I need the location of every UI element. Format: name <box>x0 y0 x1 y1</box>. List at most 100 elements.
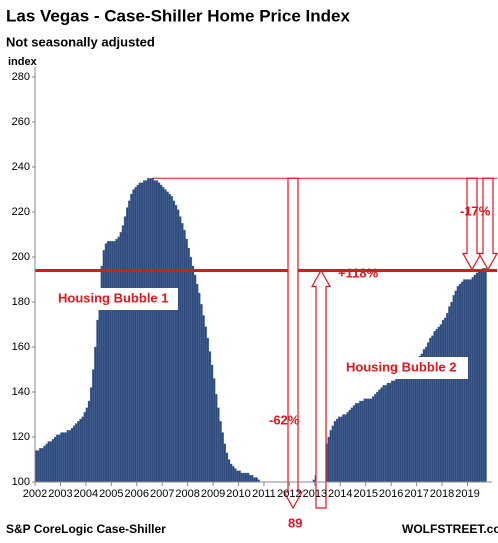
annotation: Housing Bubble 2 <box>346 359 457 374</box>
bar <box>371 396 375 482</box>
bar <box>168 193 171 482</box>
bar <box>73 425 76 482</box>
bar <box>47 441 50 482</box>
bar <box>64 432 67 482</box>
annotation: Housing Bubble 1 <box>58 290 169 305</box>
y-tick-label: 240 <box>12 161 30 173</box>
x-tick-label: 2003 <box>48 488 72 500</box>
arrow <box>310 269 332 509</box>
bar <box>344 414 347 482</box>
x-tick-label: 2012 <box>277 488 301 500</box>
label-box <box>52 288 178 310</box>
bar <box>179 216 182 482</box>
bar <box>437 326 441 482</box>
bar <box>456 286 460 482</box>
bar <box>386 382 390 482</box>
x-tick-label: 2015 <box>353 488 377 500</box>
bar <box>232 466 235 482</box>
bar <box>484 268 487 482</box>
bar <box>227 459 231 482</box>
bar <box>142 180 146 482</box>
bar <box>136 184 140 482</box>
bar <box>359 400 362 482</box>
arrow <box>461 177 483 271</box>
bar <box>340 416 343 482</box>
bar <box>450 301 453 482</box>
bar <box>234 468 237 482</box>
arrow <box>477 177 498 271</box>
bar <box>170 196 173 482</box>
bar <box>448 306 451 482</box>
bar <box>56 434 59 482</box>
bar <box>327 436 330 482</box>
x-tick-label: 2013 <box>303 488 327 500</box>
x-tick-label: 2018 <box>430 488 454 500</box>
bar <box>132 189 135 482</box>
bar <box>348 409 352 482</box>
x-tick-label: 2007 <box>150 488 174 500</box>
bar <box>134 187 137 482</box>
bar <box>329 430 332 482</box>
bar <box>176 209 180 482</box>
bar <box>219 421 222 482</box>
bar <box>92 369 95 482</box>
bar <box>380 387 383 482</box>
bar <box>109 241 112 482</box>
bar <box>117 236 120 482</box>
credit: WOLFSTREET.com <box>402 522 498 536</box>
bar <box>446 313 449 482</box>
bar <box>53 436 57 482</box>
y-tick-label: 200 <box>12 251 30 263</box>
bar <box>79 418 82 482</box>
bar <box>81 416 84 482</box>
bar <box>350 407 354 482</box>
x-tick-label: 2014 <box>328 488 352 500</box>
bar <box>471 277 474 482</box>
chart-subtitle: Not seasonally adjusted <box>6 34 155 49</box>
x-tick-label: 2002 <box>23 488 47 500</box>
bar <box>397 376 400 482</box>
annotation: +118% <box>338 265 379 280</box>
arrow <box>282 177 304 510</box>
bar <box>39 448 42 482</box>
bar <box>193 274 197 482</box>
bar <box>155 180 159 482</box>
x-tick-label: 2010 <box>226 488 250 500</box>
bar <box>83 412 87 482</box>
bar <box>240 472 243 482</box>
bar <box>452 295 455 482</box>
bar <box>480 270 483 482</box>
bar <box>246 472 250 482</box>
bar <box>183 229 186 482</box>
y-tick-label: 280 <box>12 71 30 83</box>
bar <box>123 216 127 482</box>
y-tick-label: 160 <box>12 341 30 353</box>
bar <box>96 319 99 482</box>
bar <box>145 180 148 482</box>
bar <box>395 378 398 482</box>
bar <box>433 331 436 482</box>
bar <box>435 328 438 482</box>
bar <box>465 279 468 482</box>
bar <box>202 315 205 482</box>
bar <box>157 182 161 482</box>
bar <box>49 441 53 482</box>
bar <box>403 369 407 482</box>
annotations: Housing Bubble 1 Housing Bubble 2 -62% +118… <box>35 177 498 530</box>
annotation: -62% <box>269 412 300 427</box>
x-tick-label: 2006 <box>125 488 149 500</box>
bar <box>113 241 116 482</box>
bar <box>401 371 405 482</box>
bar <box>215 394 218 482</box>
bar <box>238 470 241 482</box>
bar <box>382 385 385 482</box>
bar <box>195 283 199 482</box>
bar <box>369 398 373 482</box>
bar <box>412 362 415 482</box>
bar <box>210 364 214 482</box>
bar <box>352 405 356 482</box>
bar <box>441 319 445 482</box>
bar <box>473 274 477 482</box>
bar <box>198 292 201 482</box>
